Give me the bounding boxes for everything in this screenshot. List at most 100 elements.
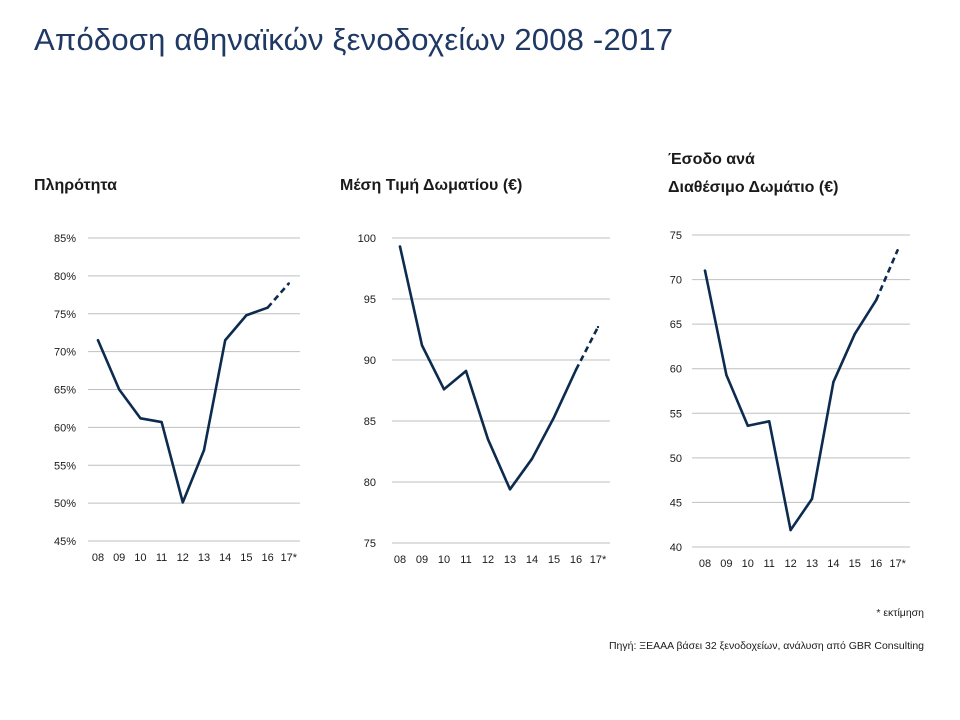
- series-line: [398, 245, 578, 491]
- data-point: [202, 448, 206, 452]
- x-tick-label: 10: [742, 558, 754, 570]
- data-point: [875, 298, 878, 302]
- data-point: [574, 368, 578, 371]
- x-tick-label: 17*: [281, 552, 298, 564]
- x-tick-label: 08: [92, 552, 104, 564]
- y-tick-label: 85: [364, 416, 376, 428]
- x-tick-label: 13: [198, 552, 210, 564]
- y-tick-label: 55%: [54, 460, 76, 472]
- chart-title-line: Διαθέσιμο Δωμάτιο (€): [668, 179, 839, 196]
- source-note: Πηγή: ΞΕΑΑΑ βάσει 32 ξενοδοχείων, ανάλυσ…: [608, 640, 924, 652]
- data-point: [420, 344, 424, 347]
- x-tick-label: 14: [526, 554, 538, 566]
- x-tick-label: 13: [504, 554, 516, 566]
- data-point: [746, 424, 749, 427]
- data-point: [810, 497, 814, 501]
- series-line: [96, 306, 269, 504]
- chart-title-line: Έσοδο ανά: [668, 151, 755, 168]
- data-point: [896, 248, 899, 252]
- chart-title-adr: Μέση Τιμή Δωματίου (€): [340, 172, 522, 200]
- chart-title-revpar: Έσοδο ανά Διαθέσιμο Δωμάτιο (€): [668, 146, 838, 202]
- y-tick-label: 65%: [54, 385, 76, 397]
- y-tick-label: 60%: [54, 422, 76, 434]
- x-tick-label: 17*: [889, 558, 906, 570]
- data-point: [486, 438, 490, 441]
- x-tick-label: 08: [394, 554, 406, 566]
- page-title: Απόδοση αθηναϊκών ξενοδοχείων 2008 -2017: [34, 22, 674, 57]
- y-tick-label: 65: [670, 319, 682, 331]
- y-tick-label: 80%: [54, 271, 76, 283]
- x-tick-label: 17*: [590, 554, 607, 566]
- data-point: [181, 501, 184, 504]
- y-tick-label: 100: [358, 233, 376, 245]
- y-tick-label: 75%: [54, 309, 76, 321]
- x-tick-label: 12: [482, 554, 494, 566]
- x-tick-label: 12: [784, 558, 796, 570]
- data-point: [552, 416, 556, 419]
- series-line: [703, 269, 878, 532]
- y-tick-label: 50: [670, 453, 682, 465]
- data-point: [442, 388, 446, 391]
- x-tick-label: 11: [763, 558, 774, 570]
- x-tick-label: 15: [849, 558, 861, 570]
- y-tick-label: 45: [670, 497, 682, 509]
- y-tick-label: 45%: [54, 536, 76, 548]
- y-tick-label: 90: [364, 355, 376, 367]
- x-tick-label: 11: [460, 554, 471, 566]
- data-point: [266, 306, 269, 309]
- x-tick-label: 14: [827, 558, 839, 570]
- data-point: [530, 457, 534, 461]
- y-tick-label: 95: [364, 294, 376, 306]
- x-tick-label: 15: [240, 552, 252, 564]
- data-point: [160, 420, 163, 424]
- data-point: [596, 325, 600, 329]
- chart-title-occupancy: Πληρότητα: [34, 172, 117, 200]
- y-tick-label: 70%: [54, 347, 76, 359]
- data-point: [245, 314, 248, 317]
- series-line-estimate: [574, 326, 600, 371]
- data-point: [725, 373, 728, 377]
- x-tick-label: 13: [806, 558, 818, 570]
- data-point: [139, 417, 142, 420]
- data-point: [96, 339, 100, 342]
- y-tick-label: 50%: [54, 498, 76, 510]
- chart-title-line: Πληρότητα: [34, 177, 117, 194]
- x-tick-label: 09: [113, 552, 125, 564]
- y-tick-label: 40: [670, 542, 682, 554]
- x-tick-label: 11: [156, 552, 167, 564]
- series-line-estimate: [266, 282, 290, 309]
- average-room-rate-chart: 75 80 85 90 95 100 08 09 10 11 12 13 14 15 16 17*: [358, 233, 610, 566]
- y-tick-label: 70: [670, 275, 682, 287]
- data-point: [398, 245, 402, 248]
- chart-title-line: Μέση Τιμή Δωματίου (€): [340, 177, 523, 194]
- x-tick-label: 10: [438, 554, 450, 566]
- data-point: [118, 388, 121, 391]
- y-tick-label: 55: [670, 408, 682, 420]
- data-point: [853, 332, 856, 336]
- x-tick-label: 15: [548, 554, 560, 566]
- y-tick-label: 85%: [54, 233, 76, 245]
- y-tick-label: 80: [364, 477, 376, 489]
- data-point: [287, 282, 290, 285]
- occupancy-chart: 45% 50% 55% 60% 65% 70% 75% 80% 85% 08 09 10 11 12 13 1…: [54, 233, 300, 564]
- data-point: [464, 369, 468, 373]
- x-tick-label: 12: [177, 552, 189, 564]
- data-point: [832, 380, 835, 384]
- revpar-chart: 40 45 50 55 60 65 70 75 08 09 10 11 12 13 14 15 16 17*: [670, 230, 910, 570]
- data-point: [703, 269, 707, 272]
- data-point: [789, 528, 792, 532]
- series-line-estimate: [875, 249, 899, 301]
- data-point: [768, 420, 771, 423]
- data-point: [224, 339, 227, 342]
- y-tick-label: 75: [670, 230, 682, 242]
- data-point: [508, 488, 512, 491]
- y-tick-label: 75: [364, 538, 376, 550]
- x-tick-label: 14: [219, 552, 231, 564]
- y-tick-label: 60: [670, 364, 682, 376]
- x-tick-label: 08: [699, 558, 711, 570]
- x-tick-label: 09: [720, 558, 732, 570]
- x-tick-label: 10: [134, 552, 146, 564]
- x-tick-label: 16: [570, 554, 582, 566]
- x-tick-label: 16: [261, 552, 273, 564]
- estimate-note: * εκτίμηση: [876, 607, 924, 619]
